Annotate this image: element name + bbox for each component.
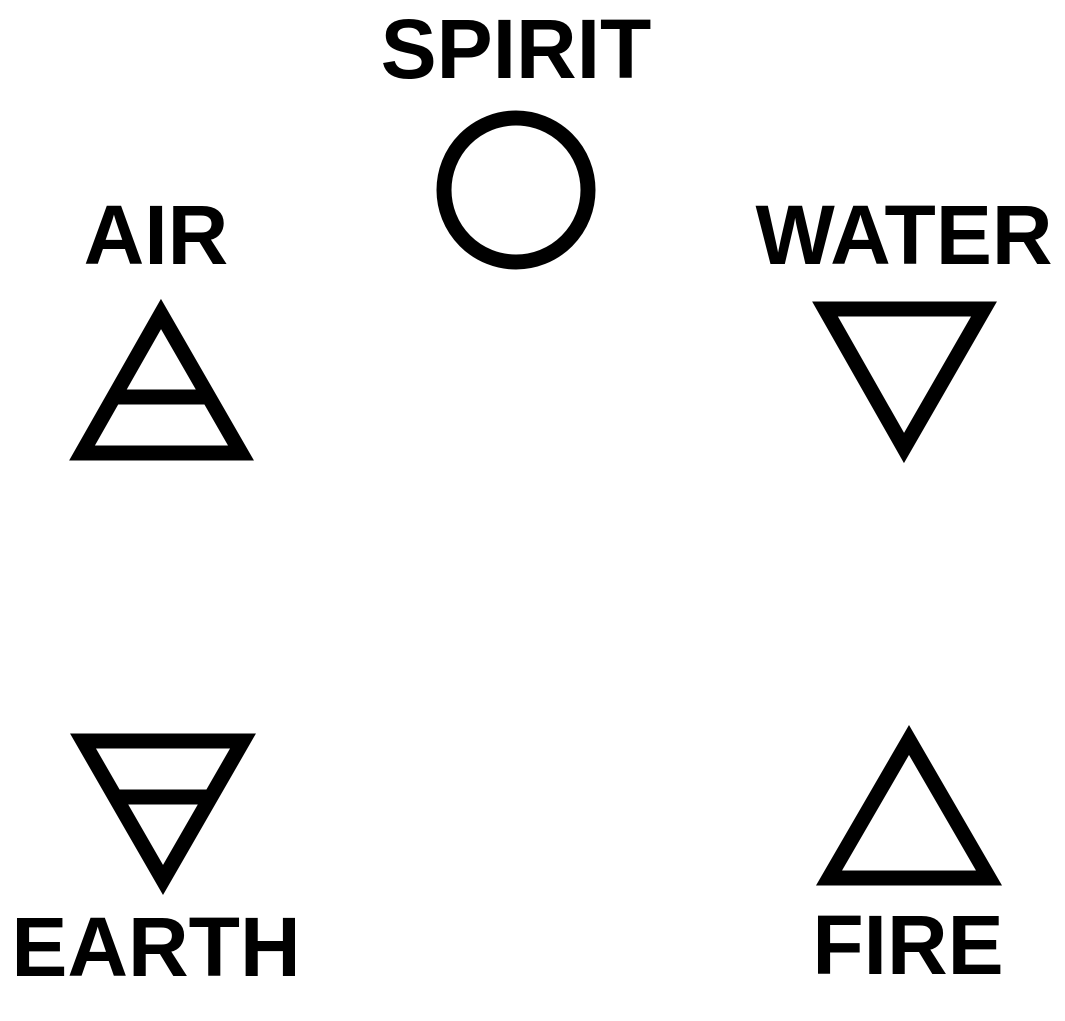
earth-label: EARTH xyxy=(11,900,300,994)
earth-downward-triangle-with-bar-icon xyxy=(70,733,256,896)
element-spirit: SPIRIT xyxy=(381,2,652,270)
air-label: AIR xyxy=(84,188,229,282)
water-label: WATER xyxy=(755,188,1052,282)
element-water: WATER xyxy=(755,188,1053,464)
water-downward-triangle-icon xyxy=(812,301,997,464)
element-fire: FIRE xyxy=(812,725,1004,992)
element-earth: EARTH xyxy=(11,733,301,994)
spirit-circle-icon xyxy=(436,110,596,270)
fire-label: FIRE xyxy=(812,898,1003,992)
element-air: AIR xyxy=(69,188,254,461)
spirit-label: SPIRIT xyxy=(381,2,652,96)
fire-upward-triangle-icon xyxy=(815,725,1003,886)
air-upward-triangle-with-bar-icon xyxy=(69,298,254,461)
